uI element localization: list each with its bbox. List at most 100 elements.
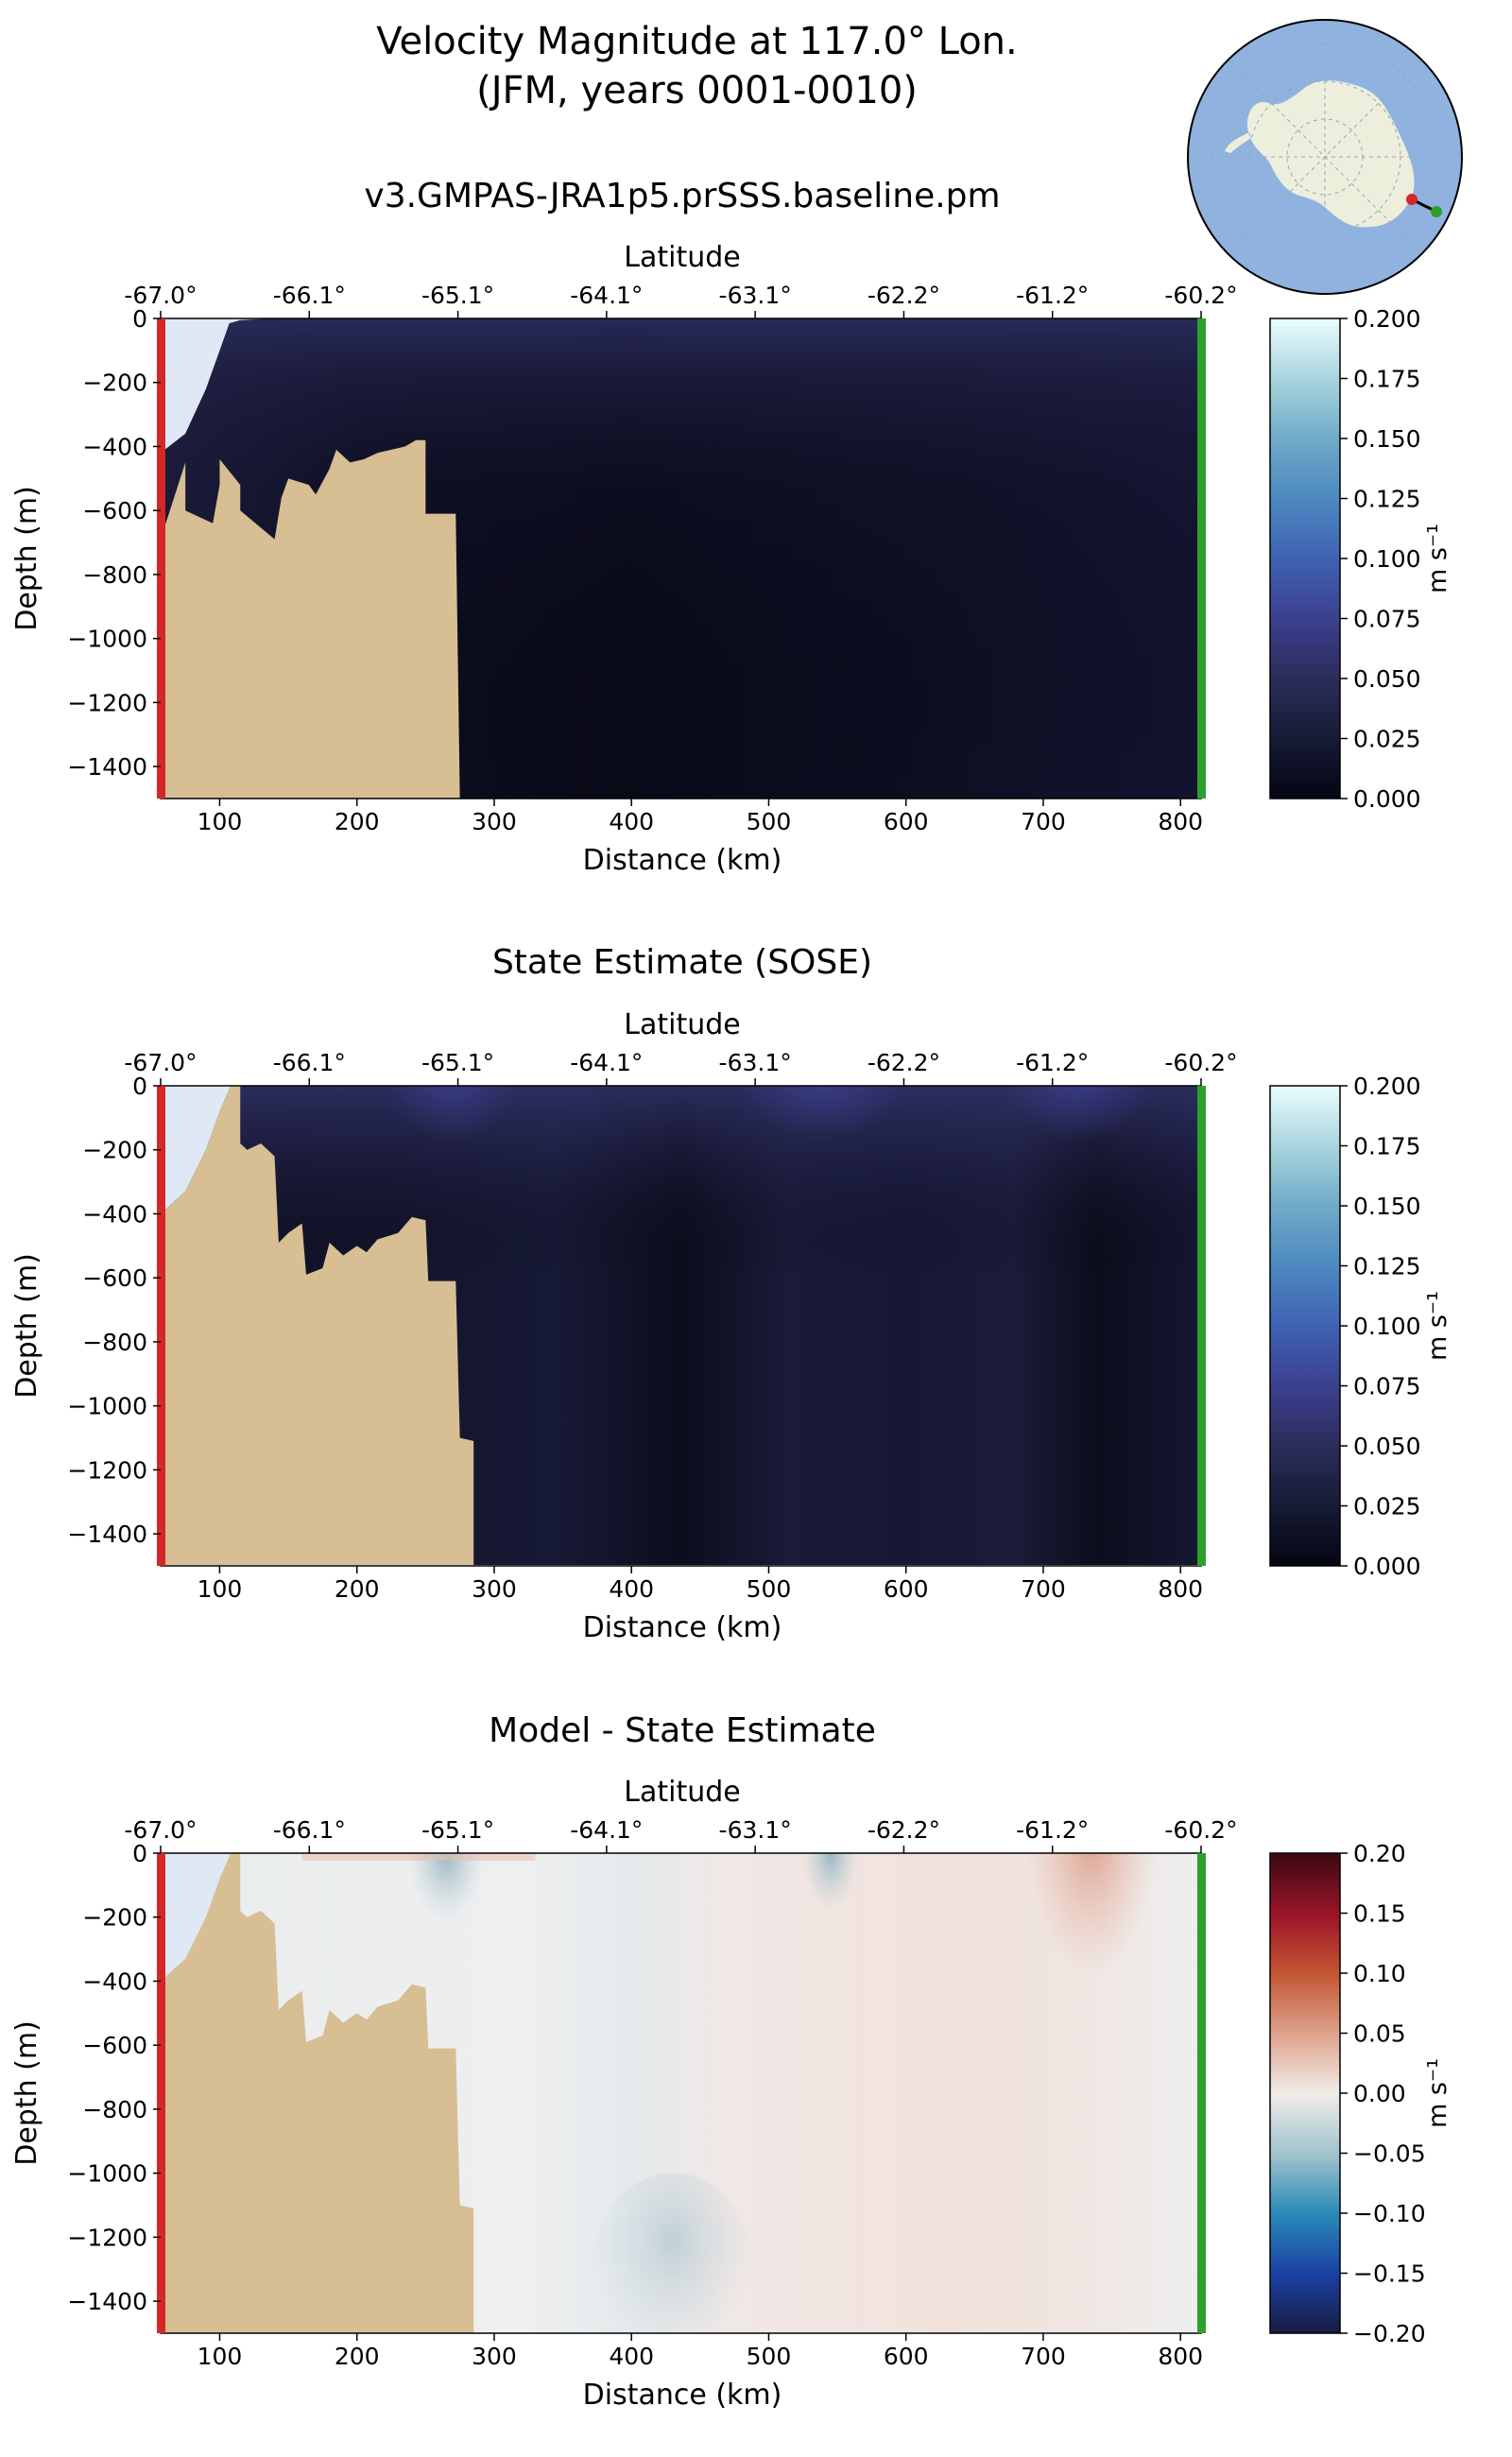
colorbar-tick-label: 0.200 <box>1353 305 1421 333</box>
colorbar-tick-label: 0.200 <box>1353 1073 1421 1100</box>
colorbar-tick-label: 0.000 <box>1353 785 1421 813</box>
colorbar-tick-label: 0.050 <box>1353 1433 1421 1460</box>
latitude-tick-label: -67.0° <box>124 282 197 309</box>
section-start-bar <box>157 1853 165 2333</box>
latitude-tick-label: -62.2° <box>868 282 940 309</box>
x-tick-label: 800 <box>1158 1575 1203 1603</box>
latitude-tick-label: -65.1° <box>421 1049 494 1076</box>
globe-outline <box>1187 19 1463 295</box>
velocity-field <box>161 1853 1201 2333</box>
y-tick-label: −200 <box>82 1904 147 1932</box>
antarctic-locator-map <box>1187 19 1463 295</box>
x-tick-label: 500 <box>747 1575 792 1603</box>
x-tick-label: 100 <box>198 1575 243 1603</box>
latitude-tick-label: -67.0° <box>124 1049 197 1076</box>
colorbar-tick-label: 0.15 <box>1353 1900 1406 1928</box>
colorbar-tick-label: 0.00 <box>1353 2080 1406 2107</box>
colorbar-tick-label: 0.20 <box>1353 1840 1406 1867</box>
y-tick-label: −1000 <box>67 2160 147 2188</box>
y-tick-label: −800 <box>82 1329 147 1356</box>
y-tick-label: −1400 <box>67 2288 147 2315</box>
seafloor-bathymetry <box>161 1086 474 1565</box>
y-tick-label: −1000 <box>67 1393 147 1420</box>
seafloor-bathymetry <box>161 1853 474 2333</box>
panel-2: State Estimate (SOSE) Latitude 100 200 300 40… <box>10 943 1452 1644</box>
colorbar-label: m s⁻¹ <box>1423 524 1452 593</box>
antarctica-landmass <box>1225 80 1415 228</box>
section-start-bar <box>157 1086 165 1566</box>
x-tick-label: 300 <box>472 2343 517 2370</box>
y-tick-label: 0 <box>132 1840 147 1867</box>
y-tick-label: −200 <box>82 369 147 397</box>
x-tick-label: 800 <box>1158 2343 1203 2370</box>
figure-subtitle: (JFM, years 0001-0010) <box>476 69 918 112</box>
latitude-axis-label: Latitude <box>624 241 740 274</box>
latitude-tick-label: -65.1° <box>421 282 494 309</box>
colorbar-tick-label: 0.025 <box>1353 726 1421 753</box>
transect-end-marker <box>1431 206 1442 217</box>
section-end-bar <box>1197 1853 1206 2333</box>
colorbar-tick-label: 0.025 <box>1353 1493 1421 1521</box>
y-tick-label: −200 <box>82 1137 147 1164</box>
latitude-tick-label: -63.1° <box>719 1816 792 1844</box>
y-tick-label: 0 <box>132 305 147 333</box>
colorbar-tick-label: 0.175 <box>1353 366 1421 393</box>
y-tick-label: −1400 <box>67 1521 147 1548</box>
ice-shelf-region <box>161 1853 232 1982</box>
colorbar <box>1269 318 1341 799</box>
x-tick-label: 700 <box>1021 2343 1066 2370</box>
y-axis-label: Depth (m) <box>10 1253 43 1399</box>
colorbar-tick-label: 0.100 <box>1353 545 1421 573</box>
colorbar-tick-label: 0.050 <box>1353 665 1421 693</box>
x-tick-label: 700 <box>1021 808 1066 835</box>
y-tick-label: −600 <box>82 2032 147 2059</box>
seafloor-bathymetry <box>161 439 460 799</box>
latitude-axis-label: Latitude <box>624 1776 740 1809</box>
panel-1: v3.GMPAS-JRA1p5.prSSS.baseline.pm Latitud… <box>10 177 1452 877</box>
x-tick-label: 500 <box>747 2343 792 2370</box>
x-axis-label: Distance (km) <box>583 1611 782 1644</box>
ice-shelf-region <box>161 318 275 454</box>
y-axis-label: Depth (m) <box>10 486 43 631</box>
x-tick-label: 500 <box>747 808 792 835</box>
y-tick-label: −400 <box>82 1200 147 1228</box>
section-start-bar <box>157 318 165 799</box>
latitude-tick-label: -61.2° <box>1016 282 1089 309</box>
y-tick-label: −1200 <box>67 1456 147 1484</box>
x-tick-label: 100 <box>198 808 243 835</box>
panel-title: State Estimate (SOSE) <box>492 943 872 982</box>
figure-title: Velocity Magnitude at 117.0° Lon. <box>376 20 1018 63</box>
panel-title: v3.GMPAS-JRA1p5.prSSS.baseline.pm <box>364 177 1000 215</box>
latitude-tick-label: -66.1° <box>273 282 346 309</box>
x-tick-label: 100 <box>198 2343 243 2370</box>
latitude-tick-label: -63.1° <box>719 1049 792 1076</box>
latitude-tick-label: -62.2° <box>868 1816 940 1844</box>
colorbar-tick-label: 0.075 <box>1353 606 1421 633</box>
y-tick-label: −400 <box>82 1967 147 1995</box>
x-tick-label: 600 <box>884 808 929 835</box>
y-tick-label: −1000 <box>67 626 147 653</box>
colorbar-tick-label: −0.20 <box>1353 2320 1426 2347</box>
latitude-tick-label: -66.1° <box>273 1816 346 1844</box>
latitude-tick-label: -61.2° <box>1016 1816 1089 1844</box>
ice-shelf-region <box>161 1086 232 1214</box>
y-tick-label: −600 <box>82 1264 147 1292</box>
latitude-tick-label: -61.2° <box>1016 1049 1089 1076</box>
section-end-bar <box>1197 1086 1206 1566</box>
colorbar <box>1269 1085 1341 1567</box>
y-tick-label: −1200 <box>67 2224 147 2251</box>
x-tick-label: 800 <box>1158 808 1203 835</box>
colorbar-tick-label: 0.150 <box>1353 1193 1421 1220</box>
panel-title: Model - State Estimate <box>489 1711 876 1750</box>
x-tick-label: 300 <box>472 808 517 835</box>
y-tick-label: −800 <box>82 2096 147 2123</box>
colorbar-tick-label: 0.100 <box>1353 1313 1421 1340</box>
x-tick-label: 600 <box>884 2343 929 2370</box>
x-tick-label: 200 <box>335 808 380 835</box>
colorbar-tick-label: 0.125 <box>1353 486 1421 513</box>
colorbar-tick-label: 0.175 <box>1353 1133 1421 1160</box>
latitude-tick-label: -60.2° <box>1164 1816 1237 1844</box>
section-end-bar <box>1197 318 1206 799</box>
panels-container: v3.GMPAS-JRA1p5.prSSS.baseline.pm Latitud… <box>10 177 1452 2412</box>
